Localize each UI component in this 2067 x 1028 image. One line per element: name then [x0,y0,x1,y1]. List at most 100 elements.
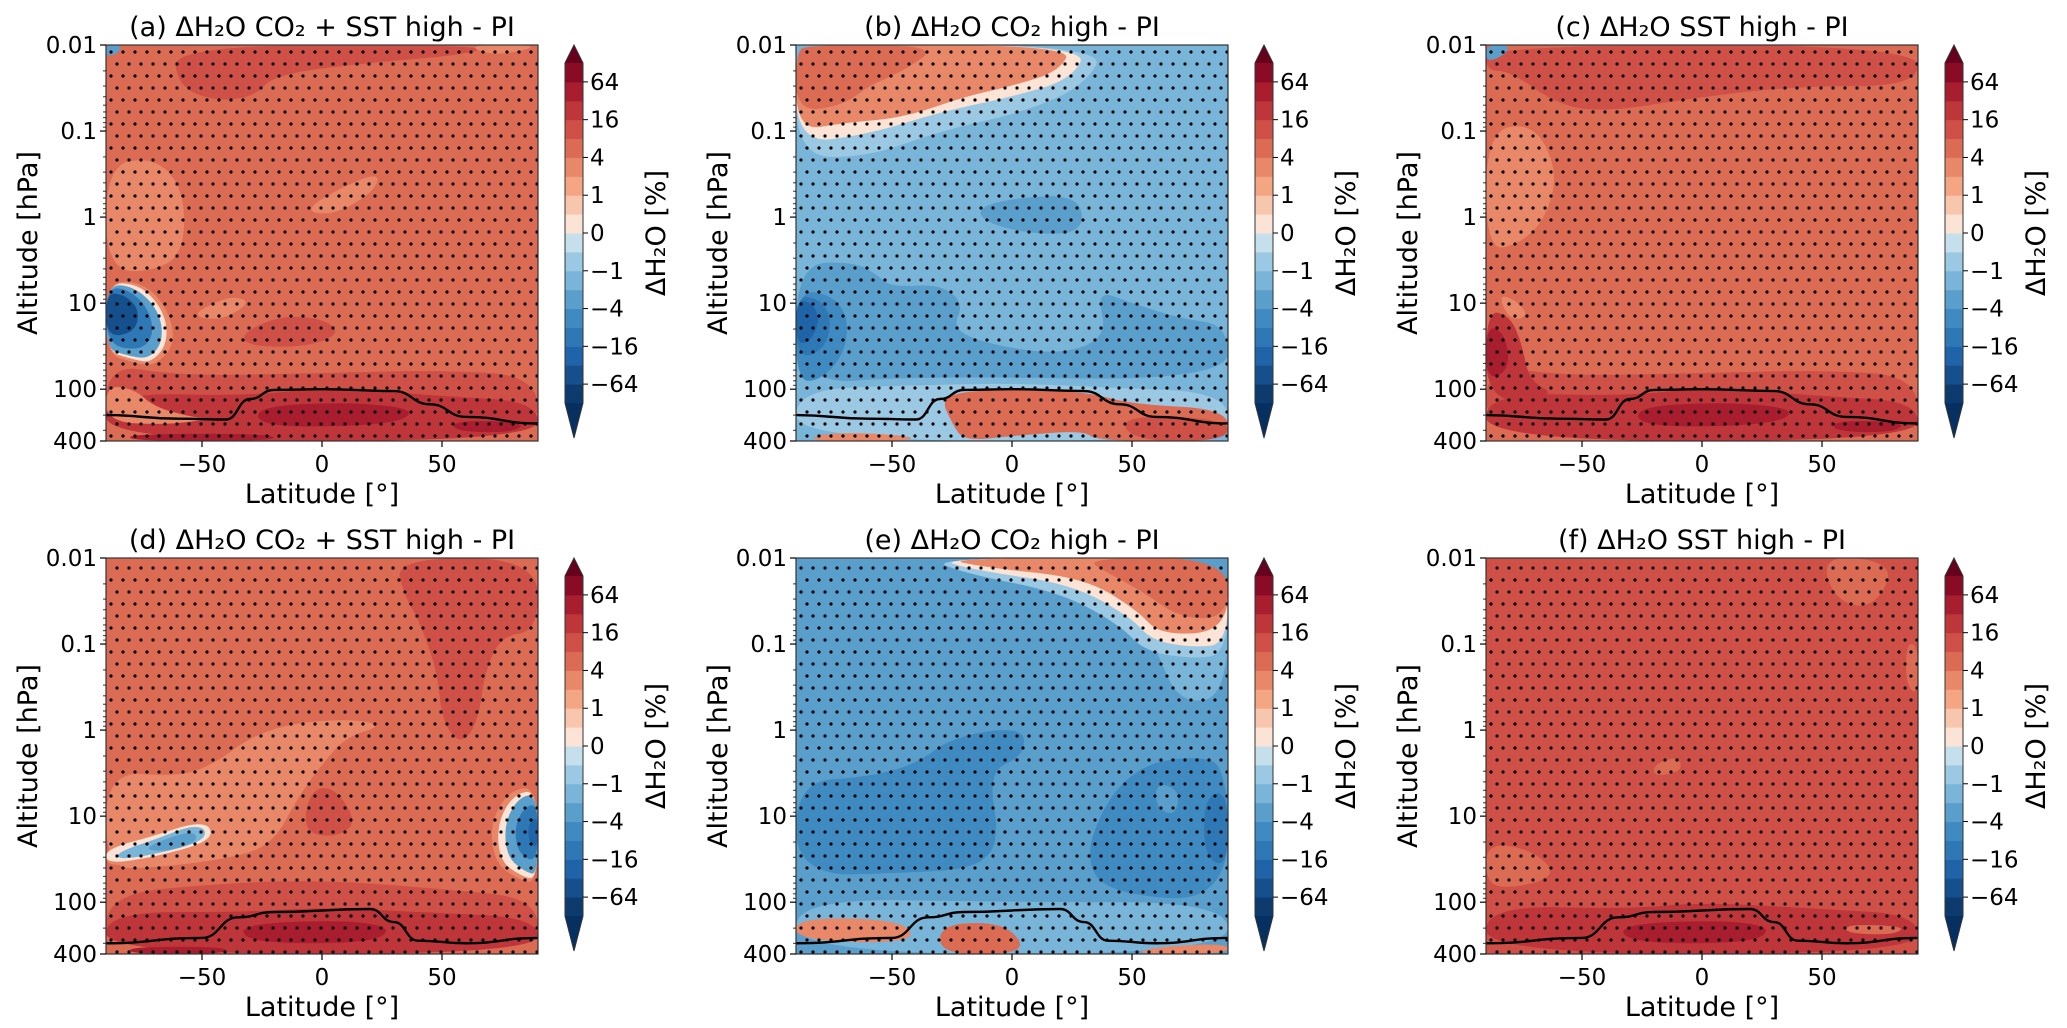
colorbar-band [1945,384,1963,404]
colorbar-tick-label: −4 [1280,297,1314,323]
colorbar-band [565,384,583,404]
colorbar-band [1945,802,1963,823]
colorbar-band [1255,157,1273,177]
colorbar-band [1945,613,1963,634]
significance-stippling [106,45,538,441]
colorbar-tick-label: −64 [1970,885,2019,911]
colorbar-band [1945,138,1963,158]
colorbar-tick-label: 1 [1970,183,1985,209]
x-tick-label: 50 [1117,452,1146,478]
colorbar-tick-label: 0 [1280,734,1295,760]
colorbar-band [1945,746,1963,766]
colorbar-band [1255,327,1273,347]
colorbar-band [1945,365,1963,385]
colorbar-tick-label: −4 [1280,810,1314,836]
colorbar-band [1945,270,1963,291]
colorbar-tick-label: 1 [1970,696,1985,722]
colorbar-tick-label: 4 [1970,658,1985,684]
x-tick-label: 50 [1807,965,1836,991]
contour-field [106,45,538,441]
significance-stippling [106,558,538,954]
colorbar-band [1945,764,1963,785]
colorbar-tick-label: 0 [1970,221,1985,247]
y-tick-label: 400 [1433,942,1477,968]
y-tick-label: 400 [743,942,787,968]
y-tick-label: 100 [1433,377,1477,403]
colorbar-band [1945,308,1963,328]
panel-d: (d) ΔH₂O CO₂ + SST high - PI0.010.111010… [13,525,672,1023]
y-tick-label: 0.01 [736,33,787,59]
colorbar-extend-max [1945,45,1963,63]
colorbar-outline [1254,43,1274,439]
y-tick-label: 1 [772,718,787,744]
colorbar-band [565,176,583,196]
colorbar-tick-label: 1 [1280,696,1295,722]
colorbar-band [565,764,583,785]
colorbar-band [1945,81,1963,102]
colorbar-tick-label: 0 [590,734,605,760]
tropopause-line [1486,387,1918,425]
colorbar-band [565,878,583,898]
y-tick-label: 0.01 [1426,546,1477,572]
x-tick-label: −50 [1558,965,1607,991]
x-tick-label: −50 [178,965,227,991]
colorbar-tick-label: −1 [1280,772,1314,798]
colorbar-band [1255,651,1273,671]
colorbar-band [565,81,583,102]
colorbar-label: ΔH₂O [%] [641,683,672,809]
colorbar-band [565,233,583,253]
colorbar-band [1255,289,1273,310]
contour-field [1486,45,1918,441]
colorbar-label: ΔH₂O [%] [2021,683,2052,809]
colorbar-tick-label: 64 [1970,583,1999,609]
colorbar-tick-label: 16 [1280,621,1309,647]
colorbar-extend-max [1255,558,1273,576]
colorbar-tick-label: 0 [1280,221,1295,247]
colorbar-extend-min [1945,403,1963,438]
colorbar-band [565,365,583,385]
colorbar-extend-min [1255,916,1273,951]
colorbar-tick-label: 16 [1970,108,1999,134]
colorbar-band [1255,840,1273,860]
colorbar-band [1255,81,1273,102]
tropopause-line [106,907,538,945]
colorbar-extend-min [565,916,583,951]
colorbar-tick-label: 4 [590,658,605,684]
colorbar-outline [1254,556,1274,952]
y-tick-label: 400 [1433,429,1477,455]
colorbar-tick-label: −1 [590,772,624,798]
colorbar-tick-label: −1 [1280,259,1314,285]
colorbar-label: ΔH₂O [%] [2021,170,2052,296]
colorbar-band [1255,233,1273,253]
colorbar-band [1255,195,1273,215]
colorbar-extend-min [565,403,583,438]
colorbar-tick-label: −16 [1970,334,2019,360]
tropopause-line [796,907,1228,945]
colorbar-band [1255,708,1273,728]
y-tick-label: 0.1 [750,119,787,145]
colorbar-tick-label: 4 [1280,145,1295,171]
colorbar-tick-label: −64 [1970,372,2019,398]
y-tick-label: 0.1 [1440,119,1477,145]
colorbar-tick-label: −64 [590,885,639,911]
colorbar-tick-label: −1 [1970,259,2004,285]
colorbar-band [565,157,583,177]
colorbar-tick-label: −16 [590,334,639,360]
y-tick-label: 400 [53,429,97,455]
colorbar-tick-label: 0 [1970,734,1985,760]
contour-field [106,558,538,954]
colorbar-band [565,308,583,328]
colorbar-band [565,214,583,234]
colorbar-label: ΔH₂O [%] [641,170,672,296]
y-tick-label: 0.1 [60,632,97,658]
colorbar-band [1945,346,1963,366]
colorbar-band [1945,651,1963,671]
colorbar-band [1945,176,1963,196]
colorbar-band [1945,251,1963,272]
colorbar-band [565,195,583,215]
colorbar-band [565,576,583,596]
x-axis-label: Latitude [°] [1625,479,1779,510]
colorbar-band [1255,821,1273,841]
y-tick-label: 400 [743,429,787,455]
